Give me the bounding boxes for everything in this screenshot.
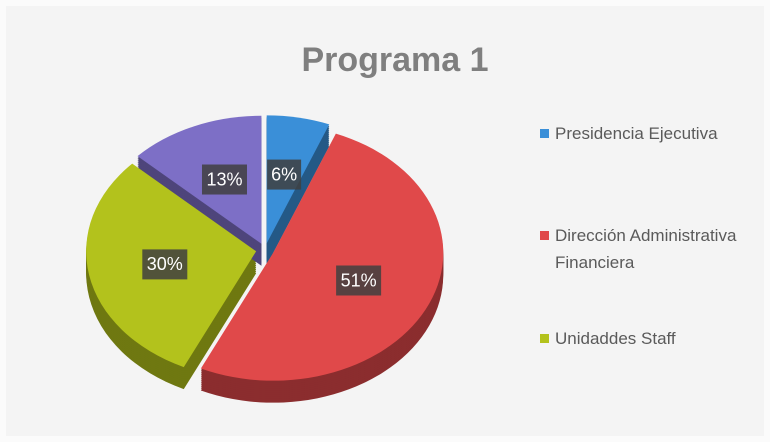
data-label-box xyxy=(201,164,247,195)
pie-slice xyxy=(200,133,444,381)
data-label: 51% xyxy=(341,270,377,290)
legend-swatch xyxy=(540,334,549,343)
chart-title: Programa 1 xyxy=(301,41,488,79)
data-label: 30% xyxy=(147,254,183,274)
data-label: 6% xyxy=(271,164,297,184)
data-label-box xyxy=(336,265,382,296)
legend-item: Dirección Administrativa Financiera xyxy=(540,222,740,276)
legend-swatch xyxy=(540,231,549,240)
data-label: 13% xyxy=(206,169,242,189)
legend-label: Presidencia Ejecutiva xyxy=(555,124,718,143)
legend-label: Unidaddes Staff xyxy=(555,329,676,348)
legend-label: Dirección Administrativa Financiera xyxy=(555,226,737,272)
legend-item: Unidaddes Staff xyxy=(540,325,740,352)
data-label-box xyxy=(142,249,188,280)
pie-slice xyxy=(137,115,262,244)
legend-item: Presidencia Ejecutiva xyxy=(540,120,740,147)
legend-swatch xyxy=(540,129,549,138)
data-label-box xyxy=(267,159,302,190)
